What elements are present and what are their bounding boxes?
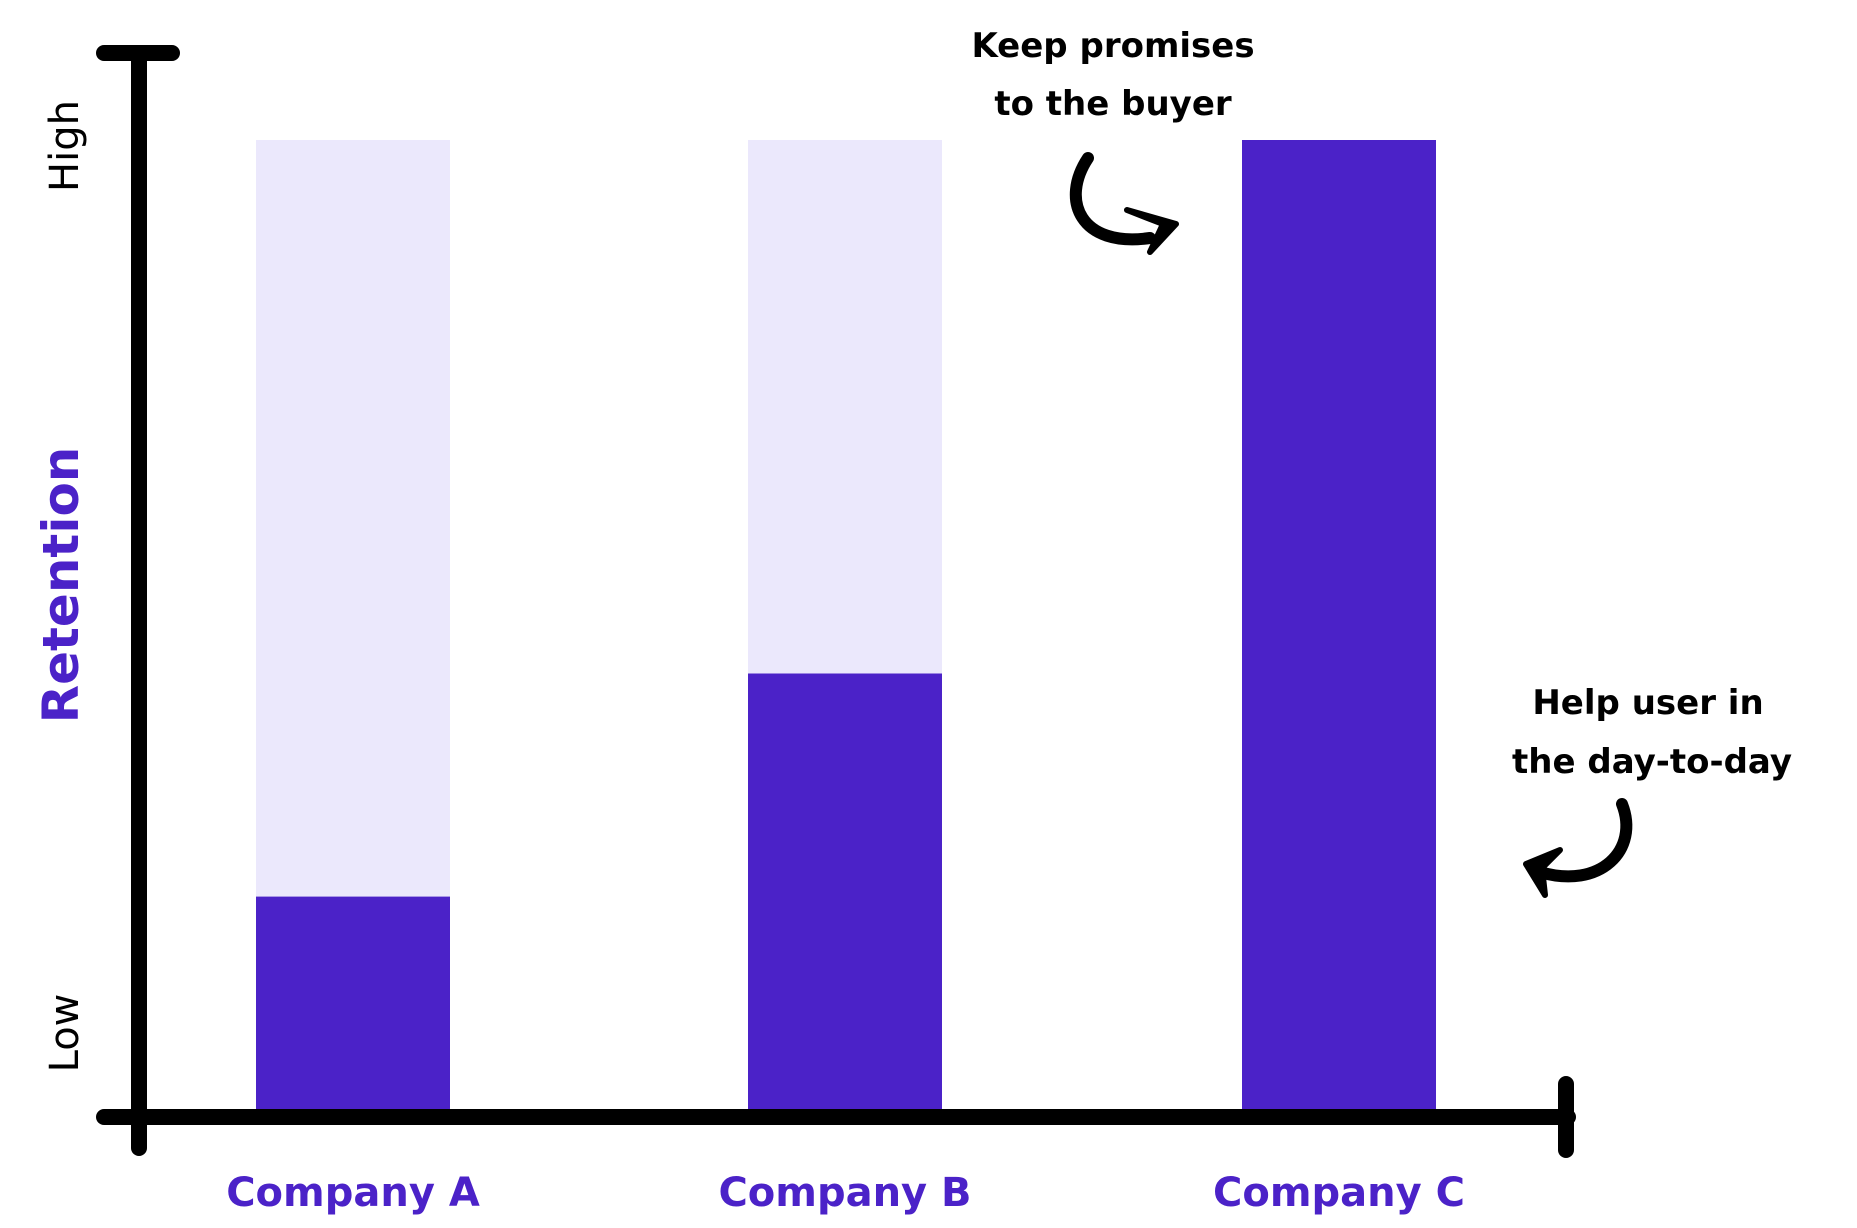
annotation-help-user-line1: Help user in bbox=[1532, 683, 1763, 723]
bar-company-c bbox=[1242, 140, 1436, 1110]
category-labels: Company A Company B Company C bbox=[226, 1170, 1465, 1216]
annotation-keep-promises-line2: to the buyer bbox=[994, 84, 1232, 124]
y-axis-label: Retention bbox=[32, 447, 90, 724]
bar-company-b bbox=[748, 673, 942, 1110]
bars-group bbox=[256, 140, 1436, 1110]
y-tick-low: Low bbox=[42, 994, 88, 1073]
curved-arrow-icon bbox=[1523, 798, 1633, 898]
annotation-help-user-line2: the day-to-day bbox=[1512, 742, 1792, 782]
bar-company-a bbox=[256, 896, 450, 1110]
annotation-keep-promises-line1: Keep promises bbox=[971, 26, 1254, 66]
category-label-company-b: Company B bbox=[718, 1170, 971, 1216]
category-label-company-c: Company C bbox=[1213, 1170, 1465, 1216]
category-label-company-a: Company A bbox=[226, 1170, 480, 1216]
y-tick-high: High bbox=[42, 100, 88, 192]
curved-arrow-icon bbox=[1069, 152, 1179, 255]
